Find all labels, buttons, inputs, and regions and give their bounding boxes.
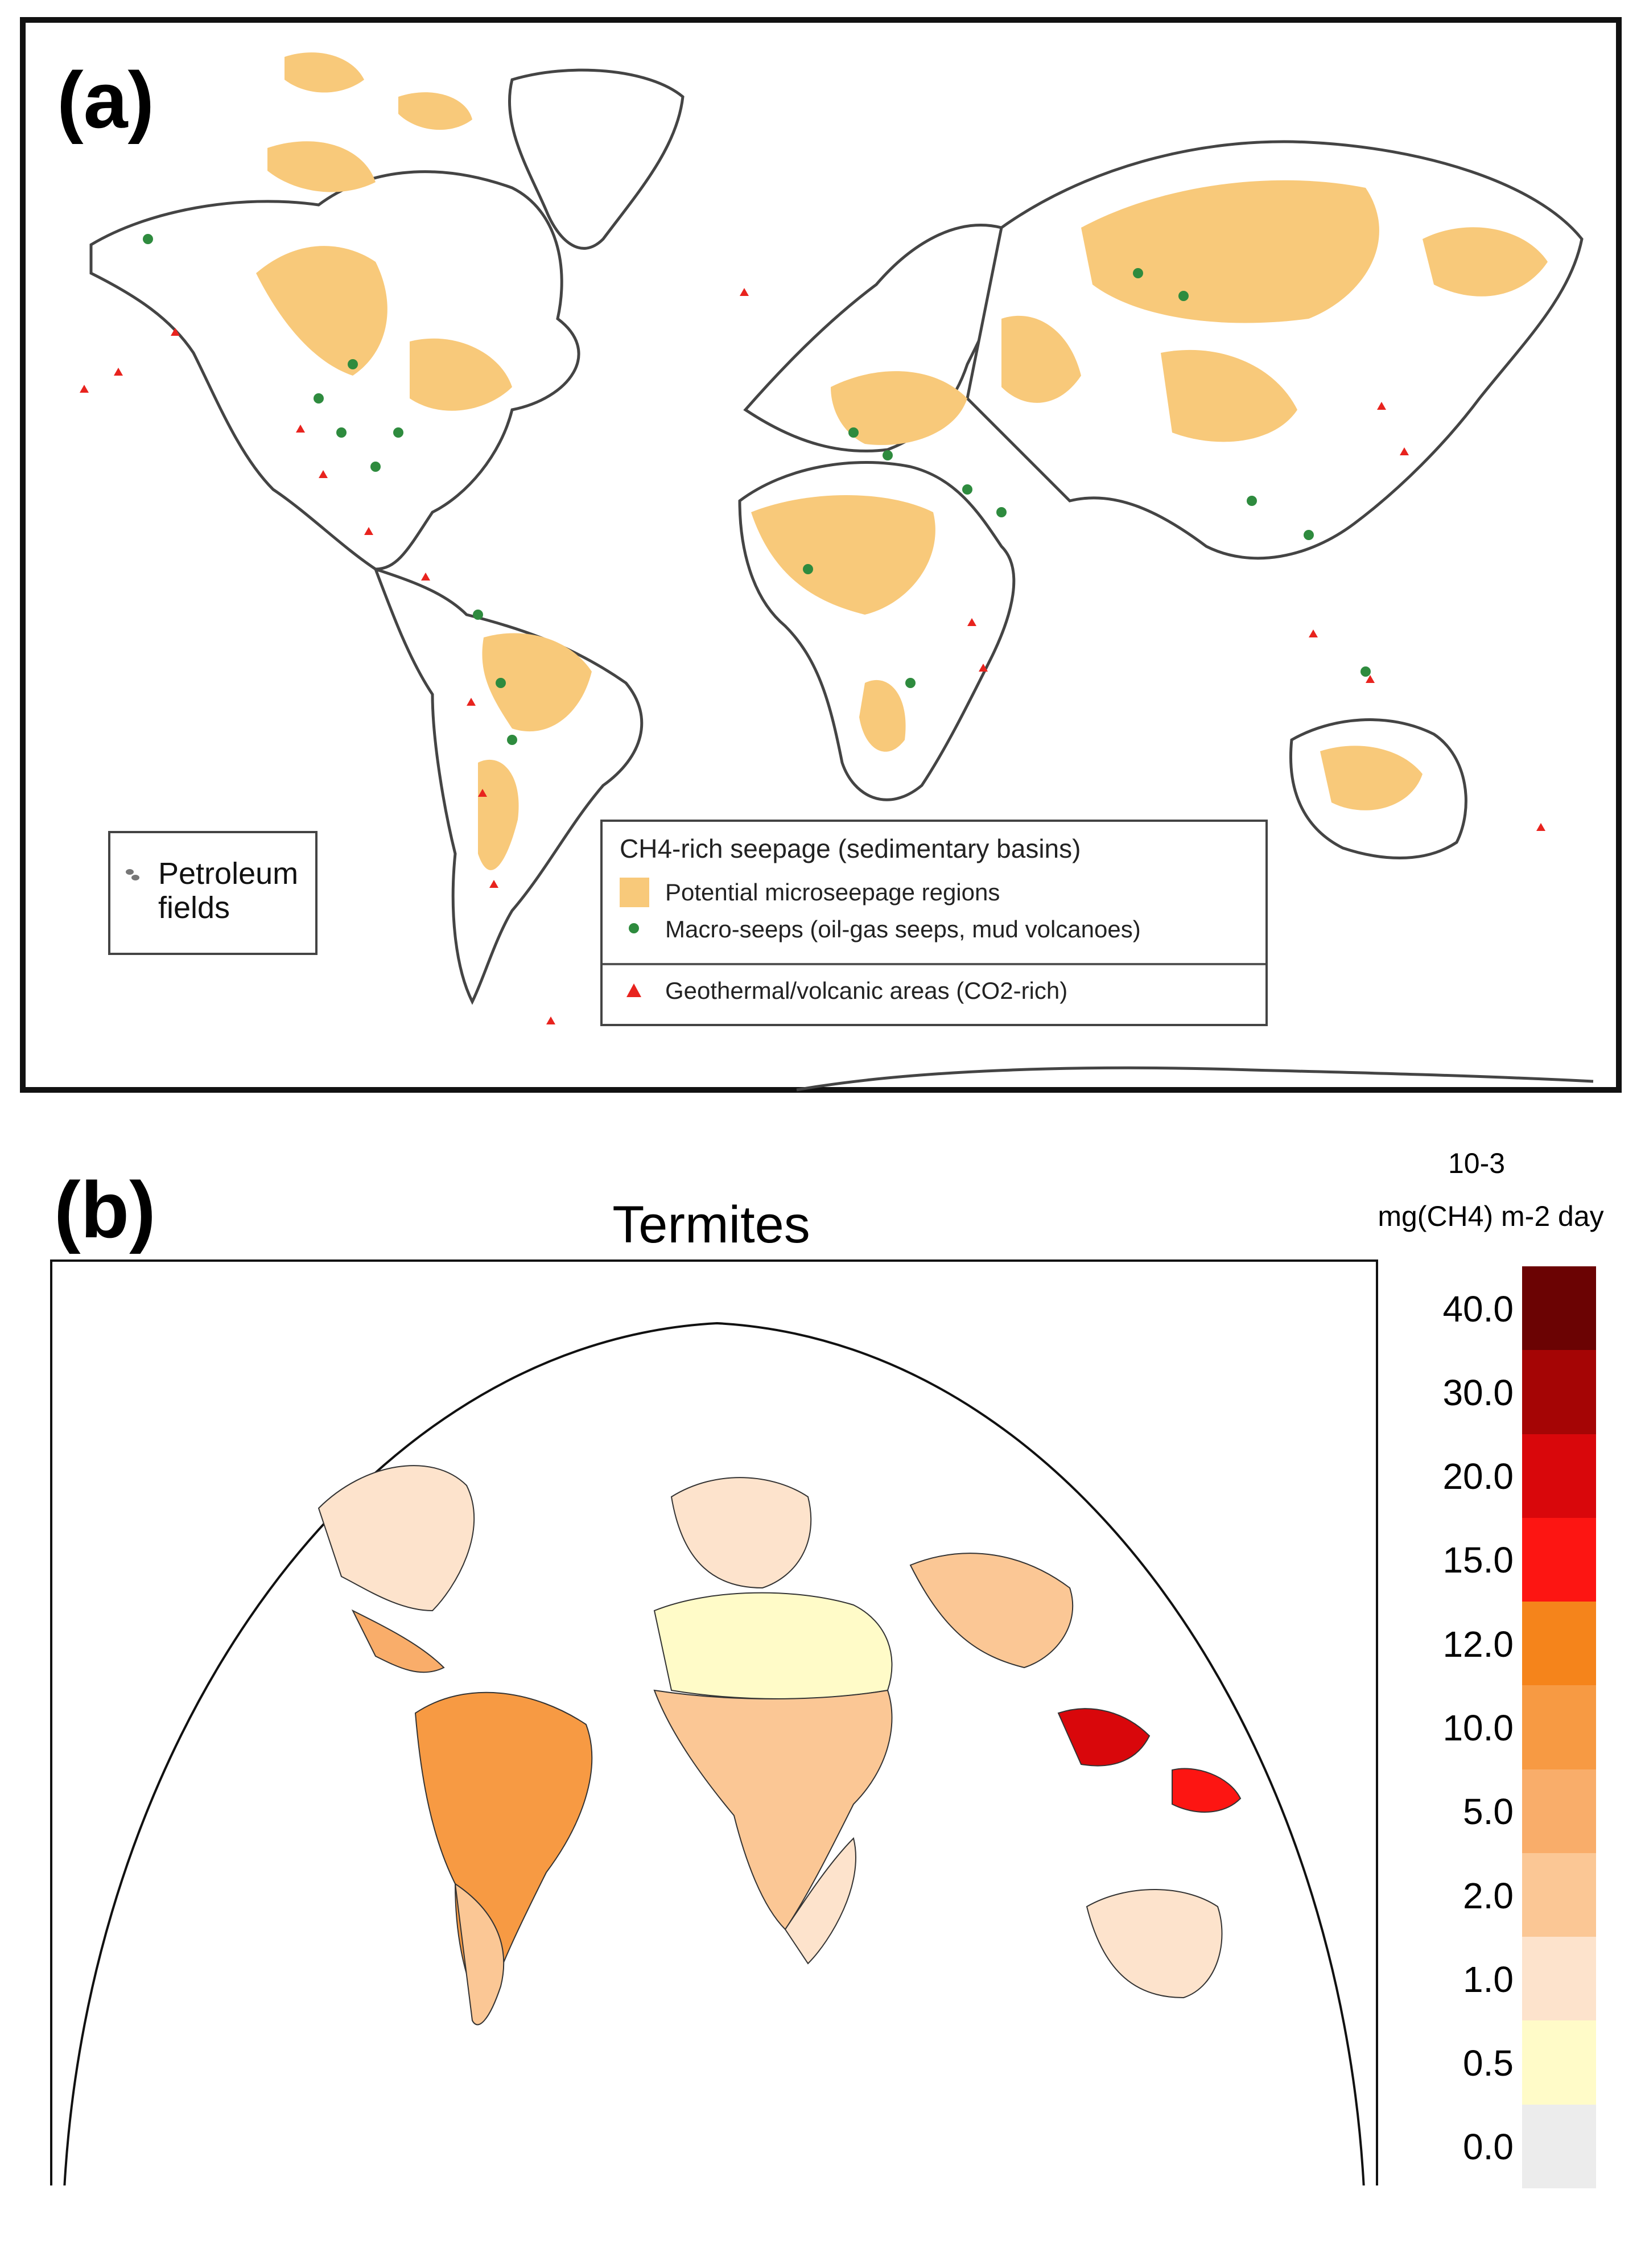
legend-divider [603,963,1265,965]
colorbar-tick-label: 30.0 [1442,1372,1514,1413]
panel-a-seepage-map: (a) Petroleum fields CH4-rich seepage (s… [0,0,1645,1098]
colorbar-tick-label: 15.0 [1442,1540,1514,1581]
colorbar-tick-label: 5.0 [1463,1791,1514,1833]
colorbar-segment [1522,1350,1596,1434]
colorbar-segment [1522,1434,1596,1518]
termites-world-map [50,1259,1378,2185]
petroleum-legend-line2: fields [158,891,230,925]
microseepage-label: Potential microseepage regions [665,879,1000,905]
colorbar-tick-label: 40.0 [1442,1288,1514,1329]
colorbar-unit-line1: 10-3 [1448,1147,1506,1179]
colorbar-ticks: 0.0 0.5 1.0 2.0 5.0 10.0 12.0 15.0 20.0 30.0 40.0 [0,1098,1645,2268]
petroleum-fields-legend: Petroleum fields [108,831,318,955]
map-title: Termites [612,1196,810,1254]
colorbar-segment [1522,1853,1596,1937]
colorbar-tick-label: 0.5 [1463,2043,1514,2084]
seepage-world-map [20,17,1622,1093]
macro-seeps-label: Macro-seeps (oil-gas seeps, mud volcanoe… [665,916,1141,942]
colorbar [1522,1266,1596,2188]
microseepage-swatch [620,878,649,907]
panel-a-label: (a) [57,55,155,145]
colorbar-tick-label: 10.0 [1442,1707,1514,1748]
petroleum-legend-line1: Petroleum [158,857,299,891]
panel-b-label: (b) [54,1165,156,1254]
colorbar-segment [1522,1937,1596,2021]
colorbar-unit-line2: mg(CH4) m-2 day [1378,1200,1604,1232]
colorbar-tick-label: 1.0 [1463,1958,1514,2000]
globe-outline [63,1322,1365,2185]
colorbar-tick-label: 0.0 [1463,2126,1514,2168]
emission-fields [318,1465,1242,2026]
colorbar-segment [1522,1769,1596,1853]
colorbar-segment [1522,2104,1596,2188]
macro-seeps [143,234,1371,745]
colorbar-segment [1522,1685,1596,1769]
colorbar-segment [1522,1602,1596,1686]
macro-seep-dot-icon [629,923,639,933]
seepage-legend-title: CH4-rich seepage (sedimentary basins) [620,834,1081,863]
colorbar-segment [1522,2020,1596,2105]
colorbar-tick-label: 12.0 [1442,1623,1514,1665]
geothermal-label: Geothermal/volcanic areas (CO2-rich) [665,977,1068,1004]
petroleum-field-icon [124,866,141,883]
colorbar-segment [1522,1517,1596,1602]
geothermal-areas [80,288,1545,1024]
colorbar-segment [1522,1266,1596,1351]
panel-b-termites-map: (b) Termites 10-3 mg(CH4) m-2 day 0.0 0.5… [0,1098,1645,2268]
geothermal-triangle-icon [626,983,641,997]
greenland-outline [508,68,685,250]
microseepage-regions [256,52,1548,870]
colorbar-tick-label: 2.0 [1463,1875,1514,1916]
colorbar-tick-label: 20.0 [1442,1456,1514,1497]
seepage-legend: CH4-rich seepage (sedimentary basins) Po… [600,820,1268,1026]
antarctica-outline [796,1066,1594,1092]
